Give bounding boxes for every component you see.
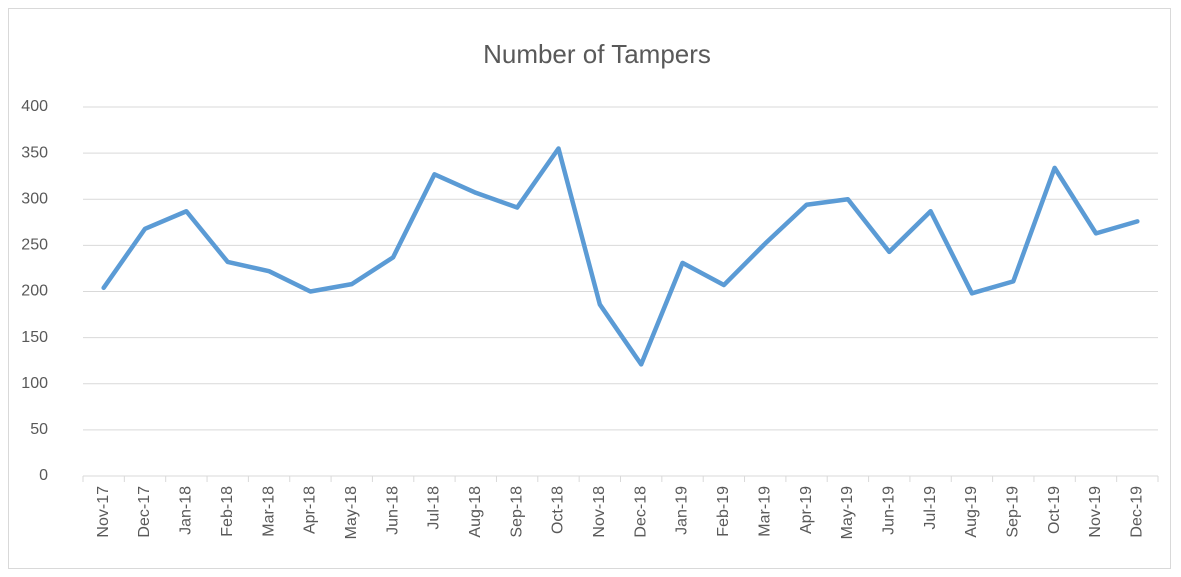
x-tick-label: Sep-18: [508, 486, 525, 538]
y-tick-label: 400: [21, 98, 48, 115]
y-tick-label: 300: [21, 190, 48, 207]
x-tick-label: Feb-18: [219, 486, 236, 537]
x-tick-label: Oct-19: [1046, 486, 1063, 534]
x-tick-label: Apr-18: [302, 486, 319, 534]
x-tick-label: Nov-18: [591, 486, 608, 538]
x-tick-label: Jan-18: [178, 486, 195, 535]
x-tick-label: Oct-18: [550, 486, 567, 534]
x-tick-label: Dec-19: [1129, 486, 1146, 538]
x-tick-label: May-18: [343, 486, 360, 539]
x-tick-label: May-19: [839, 486, 856, 539]
x-tick-label: Jun-19: [880, 486, 897, 535]
x-tick-label: Jul-18: [426, 486, 443, 530]
x-tick-label: Apr-19: [798, 486, 815, 534]
y-tick-label: 250: [21, 237, 48, 254]
x-tick-label: Mar-19: [756, 486, 773, 537]
x-tick-label: Aug-18: [467, 486, 484, 538]
x-tick-label: Feb-19: [715, 486, 732, 537]
y-tick-label: 350: [21, 144, 48, 161]
x-tick-label: Jan-19: [674, 486, 691, 535]
chart-title: Number of Tampers: [483, 39, 711, 69]
y-tick-label: 150: [21, 329, 48, 346]
x-tick-label: Mar-18: [260, 486, 277, 537]
x-tick-label: Jul-19: [922, 486, 939, 530]
y-tick-label: 0: [39, 467, 48, 484]
x-tick-label: Sep-19: [1005, 486, 1022, 538]
y-tick-label: 100: [21, 375, 48, 392]
x-tick-label: Dec-17: [136, 486, 153, 538]
x-tick-label: Dec-18: [632, 486, 649, 538]
chart-border: [8, 8, 1171, 569]
x-tick-label: Nov-17: [95, 486, 112, 538]
line-series: [101, 146, 1140, 367]
x-tick-label: Aug-19: [963, 486, 980, 538]
x-tick-label: Nov-19: [1087, 486, 1104, 538]
y-tick-label: 50: [30, 421, 48, 438]
y-tick-label: 200: [21, 283, 48, 300]
x-tick-label: Jun-18: [384, 486, 401, 535]
